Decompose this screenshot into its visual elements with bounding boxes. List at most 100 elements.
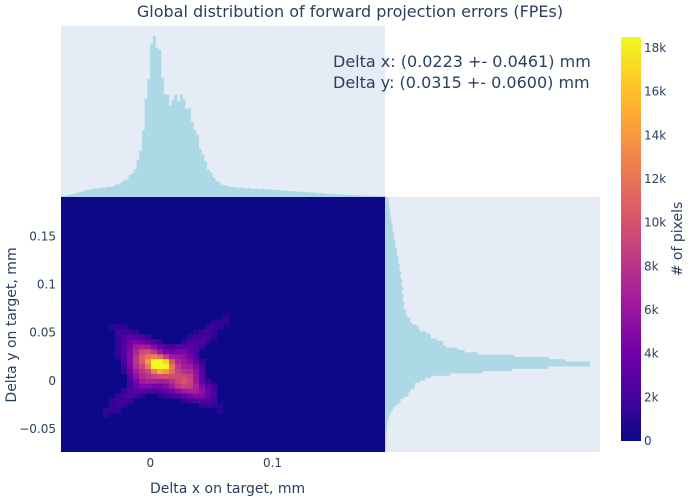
y-marginal-bar xyxy=(385,266,400,270)
x-marginal-bar xyxy=(314,192,318,197)
heatmap-cell xyxy=(133,334,140,340)
heatmap-cell xyxy=(151,388,158,394)
heatmap-cell xyxy=(193,393,200,399)
colorbar-tick-label: 4k xyxy=(644,347,659,361)
heatmap-cell xyxy=(175,388,182,394)
x-marginal-bar xyxy=(166,94,170,197)
y-marginal-bar xyxy=(385,261,399,265)
colorbar-tick-label: 0 xyxy=(644,434,652,448)
y-tick-label: 0.15 xyxy=(29,230,56,244)
y-marginal-bar xyxy=(385,417,389,420)
heatmap-cell xyxy=(199,383,206,389)
heatmap-cell xyxy=(145,363,152,370)
heatmap-cell xyxy=(199,329,206,335)
heatmap-cell xyxy=(193,329,200,335)
heatmap-cell xyxy=(157,383,164,389)
heatmap-cell xyxy=(121,344,128,350)
x-marginal-bar xyxy=(85,190,89,197)
x-marginal-bar xyxy=(187,107,191,197)
heatmap-cell xyxy=(199,334,206,340)
heatmap-cell xyxy=(121,363,128,370)
y-marginal-bar xyxy=(385,312,406,316)
y-marginal-bar xyxy=(385,264,400,267)
x-marginal-bar xyxy=(69,194,73,197)
y-marginal-bar xyxy=(385,222,392,226)
heatmap-cell xyxy=(133,393,140,399)
heatmap-cell xyxy=(175,353,182,360)
x-marginal-bar xyxy=(382,196,386,197)
heatmap-cell xyxy=(157,339,164,345)
x-marginal-bar xyxy=(152,36,156,197)
x-marginal-bar xyxy=(115,184,118,197)
y-marginal-bar xyxy=(385,319,411,323)
x-marginal-bar xyxy=(290,190,294,197)
heatmap-cell xyxy=(163,353,170,360)
heatmap-cell xyxy=(109,407,116,414)
heatmap-cell xyxy=(139,378,146,384)
heatmap-cell xyxy=(193,334,200,340)
heatmap-cell xyxy=(133,368,140,374)
heatmap-cell xyxy=(193,388,200,394)
heatmap-cell xyxy=(133,358,140,365)
heatmap-cell xyxy=(145,383,152,389)
heatmap-cell xyxy=(163,378,170,384)
y-marginal-bar xyxy=(385,435,387,439)
x-marginal-bar xyxy=(104,187,108,197)
y-marginal-bar xyxy=(385,236,394,240)
y-marginal-bar xyxy=(385,384,416,388)
x-marginal-bar xyxy=(287,191,291,197)
y-marginal-bar xyxy=(385,273,401,277)
heatmap-cell xyxy=(163,383,170,389)
y-marginal-bar xyxy=(385,282,402,286)
heatmap-cell xyxy=(205,398,212,404)
heatmap-cell xyxy=(157,358,164,365)
heatmap-cell xyxy=(157,378,164,384)
x-marginal-bar xyxy=(260,188,264,197)
heatmap-cell xyxy=(139,344,146,350)
x-marginal-bar xyxy=(206,169,210,197)
heatmap-cell xyxy=(127,353,134,360)
y-marginal-bar xyxy=(385,356,549,360)
heatmap-cell xyxy=(193,373,200,379)
heatmap-cell xyxy=(151,358,158,365)
y-marginal-bar xyxy=(385,343,443,346)
y-marginal-bar xyxy=(385,197,389,200)
heatmap-cell xyxy=(205,378,212,384)
x-marginal-bar xyxy=(293,191,297,197)
x-marginal-bar xyxy=(306,192,310,197)
heatmap-cell xyxy=(121,393,128,399)
heatmap-cell xyxy=(145,378,152,384)
heatmap-cell xyxy=(187,358,194,365)
x-marginal-bar xyxy=(196,135,199,197)
x-marginal-bar xyxy=(198,149,202,197)
heatmap-cell xyxy=(169,363,176,370)
heatmap-cell xyxy=(157,363,164,370)
y-marginal-bar xyxy=(385,336,431,339)
heatmap-cell xyxy=(187,334,194,340)
heatmap-cell xyxy=(133,329,140,335)
heatmap-cell xyxy=(133,353,140,360)
heatmap-cell xyxy=(115,402,122,409)
y-marginal-bar xyxy=(385,387,415,390)
x-marginal-bar xyxy=(344,194,348,197)
heatmap-cell xyxy=(151,373,158,379)
y-marginal-bar xyxy=(385,208,390,212)
y-marginal-bar xyxy=(385,322,412,325)
y-marginal-bar xyxy=(385,405,395,409)
heatmap-cell xyxy=(115,393,122,399)
y-marginal-bar xyxy=(385,380,421,383)
heatmap-cell xyxy=(199,398,206,404)
heatmap-cell xyxy=(133,349,140,355)
x-tick-label: 0 xyxy=(146,456,154,470)
heatmap-cell xyxy=(181,349,188,355)
y-marginal-bar xyxy=(385,366,549,369)
x-marginal-bar xyxy=(301,192,305,197)
y-marginal-bar xyxy=(385,248,397,251)
y-marginal-bar xyxy=(385,252,397,256)
heatmap-cell xyxy=(187,398,194,404)
x-marginal-bar xyxy=(374,195,378,197)
y-marginal-bar xyxy=(385,340,444,344)
x-marginal-bar xyxy=(325,193,329,197)
heatmap-cell xyxy=(103,412,110,419)
heatmap-cell xyxy=(121,349,128,355)
